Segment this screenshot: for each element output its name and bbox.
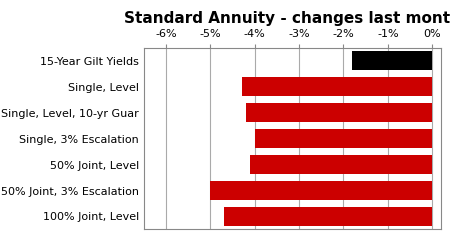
Bar (246, 103, 432, 122)
Bar (250, 155, 432, 174)
Bar (242, 77, 432, 96)
Bar (211, 181, 432, 200)
Bar (352, 51, 432, 70)
Title: Standard Annuity - changes last month: Standard Annuity - changes last month (124, 11, 450, 26)
Bar (224, 207, 432, 226)
Bar (255, 129, 432, 148)
